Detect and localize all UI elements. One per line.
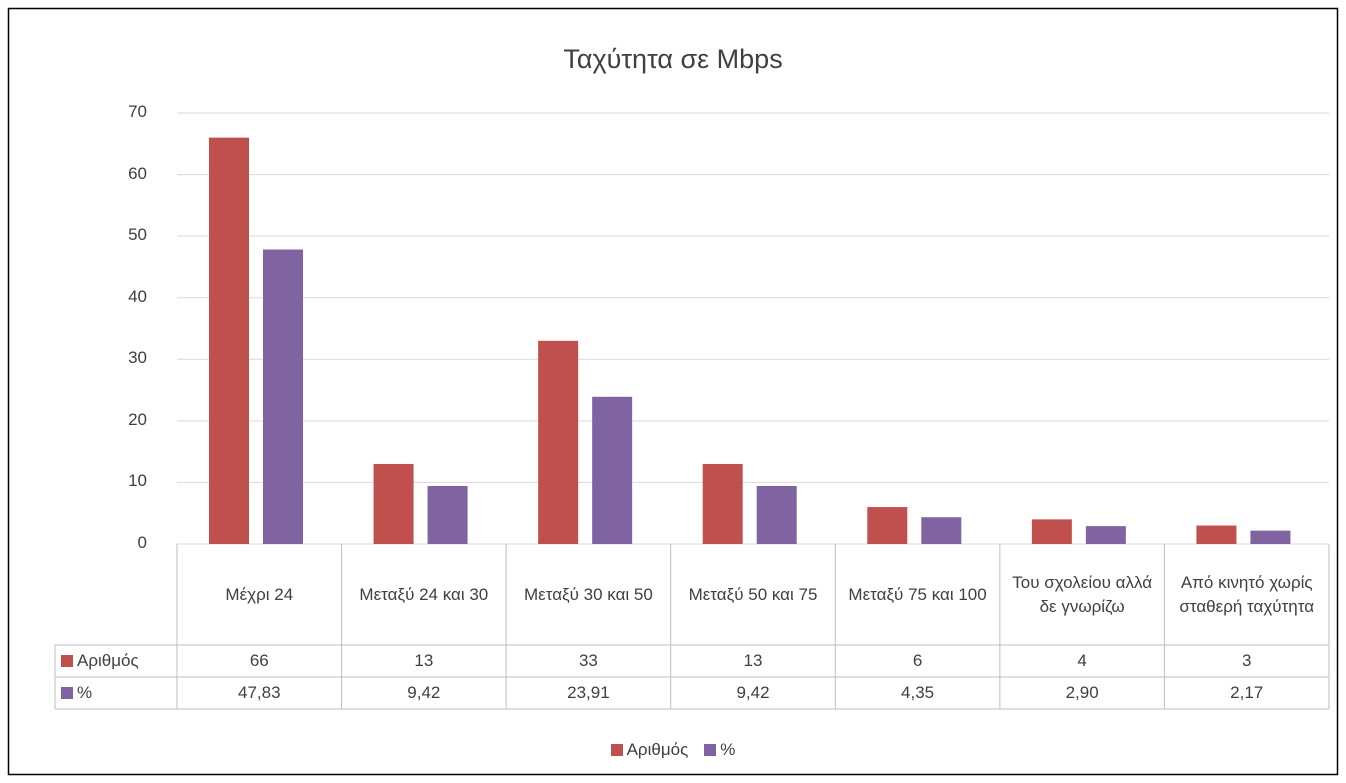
- table-value: 13: [414, 651, 434, 670]
- table-value: 13: [743, 651, 763, 670]
- table-value: 2,90: [1065, 683, 1099, 702]
- series-name: Αριθμός: [77, 651, 139, 670]
- bar: [756, 485, 797, 544]
- bar: [263, 249, 303, 545]
- bar: [1196, 525, 1237, 544]
- y-tick-label: 50: [128, 225, 147, 245]
- legend-key: [704, 744, 717, 756]
- series-name: %: [77, 683, 93, 702]
- legend: Αριθμός%: [0, 738, 1346, 762]
- table-value: 4: [1077, 651, 1087, 670]
- chart-border: [7, 7, 1339, 776]
- bar: [867, 507, 908, 544]
- bar: [1250, 530, 1291, 544]
- table-series-label: %: [55, 677, 177, 709]
- category-label: Από κινητό χωρίς σταθερή ταχύτητα: [1179, 572, 1315, 616]
- table-value: 2,17: [1230, 683, 1264, 702]
- y-tick-label: 20: [128, 409, 147, 429]
- category-label: Μεταξύ 50 και 75: [688, 584, 818, 604]
- bar: [592, 396, 633, 544]
- bar: [538, 340, 579, 544]
- y-tick-label: 60: [128, 163, 147, 183]
- y-tick-label: 40: [128, 286, 147, 306]
- legend-label: %: [720, 740, 736, 759]
- y-tick-label: 30: [128, 348, 147, 368]
- table-series-label: Αριθμός: [55, 645, 177, 677]
- bar: [1085, 526, 1126, 544]
- bar: [373, 463, 414, 544]
- legend-key: [610, 744, 623, 756]
- category-label: Μεταξύ 24 και 30: [359, 584, 489, 604]
- category-label: Μέχρι 24: [225, 584, 294, 604]
- bar: [702, 463, 743, 544]
- category-label: Μεταξύ 30 και 50: [524, 584, 653, 604]
- table-value: 66: [249, 651, 269, 670]
- bar: [427, 485, 468, 544]
- table-value: 33: [578, 651, 598, 670]
- y-tick-label: 0: [137, 533, 147, 552]
- legend-item: %: [704, 738, 735, 762]
- table-value: 9,42: [736, 683, 770, 702]
- y-tick-label: 70: [128, 102, 147, 121]
- legend-key: [61, 655, 73, 667]
- legend-key: [61, 687, 73, 699]
- bar: [1031, 519, 1072, 544]
- table-value: 23,91: [567, 683, 610, 702]
- table-value: 9,42: [407, 683, 441, 702]
- bar: [209, 137, 249, 544]
- y-tick-label: 10: [128, 471, 147, 491]
- table-value: 3: [1241, 651, 1252, 670]
- bar: [921, 517, 962, 544]
- category-label: Του σχολείου αλλά δε γνωρίζω: [1012, 572, 1153, 616]
- chart-title: Ταχύτητα σε Mbps: [563, 44, 783, 74]
- legend-label: Αριθμός: [626, 740, 689, 759]
- table-value: 6: [912, 651, 923, 670]
- legend-item: Αριθμός: [610, 738, 689, 762]
- category-label: Μεταξύ 75 και 100: [848, 584, 987, 604]
- table-value: 47,83: [238, 683, 281, 702]
- table-value: 4,35: [901, 683, 935, 702]
